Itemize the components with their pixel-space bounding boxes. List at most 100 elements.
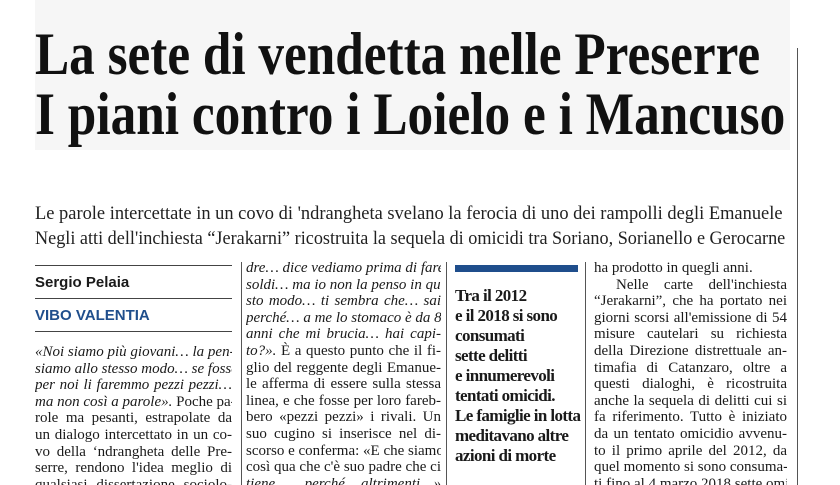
body-text: quel momento si sono consuma- (594, 459, 787, 476)
body-text: fa riferimento. Tutto è iniziato (594, 409, 787, 426)
text-line: Nelle carte dell'inchiesta (594, 277, 787, 294)
text-line: quel momento si sono consuma- (594, 459, 787, 476)
sidebar-line: Tra il 2012 (455, 286, 527, 305)
subheadline-line-1: Le parole intercettate in un covo di 'nd… (35, 203, 783, 224)
body-text: “Jerakarni”, che ha portato nei (594, 293, 787, 310)
body-text: linea, e che fosse per loro fareb- (246, 392, 441, 409)
text-line: misure cautelari su richiesta (594, 326, 787, 343)
text-line: giorni scorsi all'emissione di 54 (594, 310, 787, 327)
body-text: Poche pa- (172, 393, 232, 410)
text-line: role ma pesanti, estrapolate da (35, 410, 232, 427)
text-line: un dialogo intercettato in un co- (35, 427, 232, 444)
body-text: così qua che c'è suo padre che ci (246, 459, 441, 476)
text-line: anni che mi brucia… hai capi- (246, 326, 441, 343)
text-line: sto modo… ti sembra che… sai (246, 293, 441, 310)
quote-text: ma non così a parole». (35, 393, 173, 410)
article-column-1: «Noi siamo più giovani… la pen-siamo all… (35, 344, 232, 485)
text-line: bero «pezzi pezzi» i rivali. Un (246, 409, 441, 426)
text-line: scorso e conferma: «E che siamo (246, 443, 441, 460)
text-line: questi dialoghi, è ricostruita (594, 376, 787, 393)
text-line: da un tentato omicidio avvenu- (594, 426, 787, 443)
text-line: “Jerakarni”, che ha portato nei (594, 293, 787, 310)
column-divider (585, 262, 586, 485)
text-line: le afferma di essere sulla stessa (246, 376, 441, 393)
text-line: ha prodotto in quegli anni. (594, 260, 787, 277)
body-text: bero «pezzi pezzi» i rivali. Un (246, 409, 441, 426)
body-text: qualsiasi dissertazione sociolo- (35, 476, 232, 485)
text-line: to?». È a questo punto che il fi- (246, 343, 441, 360)
sidebar-accent-bar (455, 265, 578, 272)
text-line: dre… dice vediamo prima di fare (246, 260, 441, 277)
quote-text: perché… a me lo stomaco è da 8 (246, 309, 441, 326)
text-line: per noi li faremmo pezzi pezzi… (35, 377, 232, 394)
text-line: tiene… perché altrimenti…» (246, 476, 441, 485)
text-line: così qua che c'è suo padre che ci (246, 459, 441, 476)
sidebar-line: e il 2018 si sono (455, 306, 558, 325)
text-line: anche la sequela di delitti cui si (594, 393, 787, 410)
sidebar-line: Le famiglie in lotta (455, 406, 581, 425)
text-line: serre, rendono l'idea meglio di (35, 460, 232, 477)
quote-text: anni che mi brucia… hai capi- (246, 326, 441, 343)
body-text: misure cautelari su richiesta (594, 326, 787, 343)
sidebar-line: sette delitti (455, 346, 528, 365)
body-text: Nelle carte dell'inchiesta (616, 276, 787, 293)
subheadline-line-2: Negli atti dell'inchiesta “Jerakarni” ri… (35, 228, 786, 249)
headline-line-1: La sete di vendetta nelle Preserre (35, 21, 761, 87)
sidebar-line: meditavano altre (455, 426, 569, 445)
text-line: qualsiasi dissertazione sociolo- (35, 477, 232, 485)
body-text: suo cugino si inserisce nel di- (246, 425, 441, 442)
author-name: Sergio Pelaia (35, 274, 130, 291)
text-line: siamo allo stesso modo… se fosse (35, 361, 232, 378)
text-line: soldi… ma io non la penso in que- (246, 277, 441, 294)
column-divider (241, 262, 242, 485)
text-line: fa riferimento. Tutto è iniziato (594, 409, 787, 426)
text-line: ti fino al 4 marzo 2018 sette omi- (594, 476, 787, 485)
article-column-4: ha prodotto in quegli anni. Nelle carte d… (594, 260, 787, 485)
sidebar-line: consumati (455, 326, 525, 345)
body-text: glio del reggente degli Emanue- (246, 359, 441, 376)
headline-background (35, 0, 790, 150)
text-line: glio del reggente degli Emanue- (246, 360, 441, 377)
text-line: della Direzione distrettuale an- (594, 343, 787, 360)
sidebar-line: tentati omicidi. (455, 386, 556, 405)
sidebar-pullquote: Tra il 2012 e il 2018 si sono consumati set… (455, 286, 581, 466)
body-text: le afferma di essere sulla stessa (246, 376, 441, 393)
headline-line-2: I piani contro i Loielo e i Mancuso (35, 81, 786, 147)
quote-text: sto modo… ti sembra che… sai (246, 293, 441, 310)
body-text: timafia di Catanzaro, oltre a (594, 359, 787, 376)
article-column-2: dre… dice vediamo prima di fare soldi… ma… (246, 260, 441, 485)
quote-text: tiene… perché altrimenti…» (246, 475, 441, 485)
text-line: to il primo aprile del 2012, da (594, 443, 787, 460)
sidebar-line: azioni di morte (455, 446, 556, 465)
quote-text: soldi… ma io non la penso in que- (246, 276, 441, 293)
quote-text: dre… dice vediamo prima di fare (246, 260, 441, 276)
text-line: vo della ‘ndrangheta delle Pre- (35, 444, 232, 461)
body-text: role ma pesanti, estrapolate da (35, 410, 232, 427)
text-line: perché… a me lo stomaco è da 8 (246, 310, 441, 327)
body-text: to il primo aprile del 2012, da (594, 442, 787, 459)
text-line: suo cugino si inserisce nel di- (246, 426, 441, 443)
byline-rule-top (35, 265, 232, 266)
body-text: serre, rendono l'idea meglio di (35, 460, 232, 477)
text-line: linea, e che fosse per loro fareb- (246, 393, 441, 410)
byline-rule-bottom (35, 331, 232, 332)
text-line: ma non così a parole». Poche pa- (35, 394, 232, 411)
body-text: È a questo punto che il fi- (276, 342, 441, 359)
body-text: vo della ‘ndrangheta delle Pre- (35, 443, 232, 460)
body-text: ti fino al 4 marzo 2018 sette omi- (594, 475, 787, 485)
body-text: anche la sequela di delitti cui si (594, 392, 787, 409)
quote-text: «Noi siamo più giovani… la pen- (35, 344, 232, 360)
page-column-rule (797, 48, 798, 485)
body-text: giorni scorsi all'emissione di 54 (594, 309, 787, 326)
body-text: da un tentato omicidio avvenu- (594, 425, 787, 442)
body-text: scorso e conferma: «E che siamo (246, 442, 441, 459)
text-line: timafia di Catanzaro, oltre a (594, 360, 787, 377)
column-divider (446, 262, 447, 485)
body-text: ha prodotto in quegli anni. (594, 260, 753, 276)
byline-rule-middle (35, 298, 232, 299)
body-text: della Direzione distrettuale an- (594, 342, 787, 359)
body-text: questi dialoghi, è ricostruita (594, 376, 787, 393)
quote-text: siamo allo stesso modo… se fosse (35, 360, 232, 377)
sidebar-line: e innumerevoli (455, 366, 555, 385)
quote-text: per noi li faremmo pezzi pezzi… (35, 377, 232, 394)
